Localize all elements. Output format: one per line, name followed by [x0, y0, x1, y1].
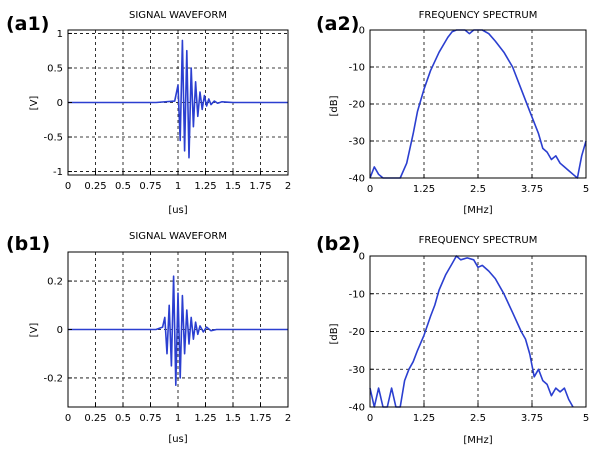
series-line-a1	[68, 39, 288, 159]
y-tick-label: -1	[53, 167, 63, 178]
chart-title-b1: SIGNAL WAVEFORM	[129, 231, 227, 242]
x-axis-label-a2: [MHz]	[463, 205, 492, 216]
x-tick-label: 5	[583, 184, 589, 195]
x-tick-label: 2.5	[470, 184, 486, 195]
x-tick-label: 0.25	[84, 181, 106, 192]
series-line-b1	[68, 275, 288, 387]
x-tick-label: 0	[367, 413, 373, 424]
x-tick-label: 3.75	[521, 184, 543, 195]
chart-title-b2: FREQUENCY SPECTRUM	[419, 235, 538, 246]
y-axis-label-b1: [V]	[29, 323, 40, 338]
x-tick-label: 0	[65, 413, 71, 424]
x-tick-label: 0.5	[115, 413, 131, 424]
x-tick-label: 1.75	[249, 181, 271, 192]
y-tick-label: -0.5	[43, 133, 63, 144]
y-tick-label: -10	[349, 63, 365, 74]
panel-a2: (a2) FREQUENCY SPECTRUM [MHz] [dB] 0 1.25…	[316, 10, 589, 216]
y-tick-label: 0	[359, 252, 365, 263]
x-tick-label: 1.25	[194, 181, 216, 192]
x-tick-label: 0.75	[139, 181, 161, 192]
x-tick-label: 0.5	[115, 181, 131, 192]
y-tick-label: -20	[349, 100, 365, 111]
y-tick-label: -20	[349, 327, 365, 338]
chart-title-a1: SIGNAL WAVEFORM	[129, 10, 227, 21]
x-tick-label: 1.25	[413, 184, 435, 195]
panel-label-b2: (b2)	[316, 233, 360, 255]
x-tick-label: 0.75	[139, 413, 161, 424]
x-tick-label: 1.75	[249, 413, 271, 424]
x-tick-label: 0	[367, 184, 373, 195]
panel-label-b1: (b1)	[6, 233, 50, 255]
x-tick-label: 5	[583, 413, 589, 424]
x-tick-label: 1.25	[413, 413, 435, 424]
panel-b1: (b1) SIGNAL WAVEFORM [us] [V] 0 0.25 0.5 0.…	[6, 231, 291, 445]
x-tick-label: 2	[285, 413, 291, 424]
y-tick-label: -0.2	[43, 373, 63, 384]
x-tick-label: 1	[175, 181, 181, 192]
panel-b2: (b2) FREQUENCY SPECTRUM [MHz] [dB] 0 1.25…	[316, 233, 589, 446]
y-tick-label: 0	[57, 98, 63, 109]
y-tick-label: 0.2	[47, 277, 63, 288]
y-tick-label: 0	[359, 26, 365, 37]
x-tick-label: 2.5	[470, 413, 486, 424]
x-tick-label: 1.25	[194, 413, 216, 424]
y-tick-label: -10	[349, 289, 365, 300]
y-tick-label: -30	[349, 137, 365, 148]
y-axis-label-a2: [dB]	[329, 95, 340, 116]
panel-a1: (a1) SIGNAL WAVEFORM [us] [V] 0 0.25 0.5 0.…	[6, 10, 291, 216]
y-tick-label: 1	[57, 29, 63, 40]
x-tick-label: 2	[285, 181, 291, 192]
x-axis-label-b2: [MHz]	[463, 435, 492, 446]
y-tick-label: 0.5	[47, 63, 63, 74]
x-tick-label: 0	[65, 181, 71, 192]
plot-area-b1: 0 0.25 0.5 0.75 1 1.25 1.5 1.75 2 -0.2 0 0.2	[43, 251, 291, 424]
x-tick-label: 1	[175, 413, 181, 424]
plot-area-b2: 0 1.25 2.5 3.75 5 -40 -30 -20 -10 0	[349, 252, 590, 425]
x-tick-label: 1.5	[225, 413, 241, 424]
y-axis-label-a1: [V]	[29, 96, 40, 111]
plot-area-a1: 0 0.25 0.5 0.75 1 1.25 1.5 1.75 2 -1 -0.5 0 0.5 1	[43, 29, 291, 192]
panel-label-a2: (a2)	[316, 13, 359, 35]
x-tick-label: 3.75	[521, 413, 543, 424]
y-tick-label: -40	[349, 174, 365, 185]
x-axis-label-a1: [us]	[168, 205, 187, 216]
x-tick-label: 0.25	[84, 413, 106, 424]
chart-title-a2: FREQUENCY SPECTRUM	[419, 10, 538, 21]
plot-area-a2: 0 1.25 2.5 3.75 5 -40 -30 -20 -10 0	[349, 26, 590, 196]
y-tick-label: 0	[57, 325, 63, 336]
y-axis-label-b2: [dB]	[329, 323, 340, 344]
x-tick-label: 1.5	[225, 181, 241, 192]
panel-label-a1: (a1)	[6, 13, 49, 35]
x-axis-label-b1: [us]	[168, 434, 187, 445]
y-tick-label: -30	[349, 365, 365, 376]
y-tick-label: -40	[349, 403, 365, 414]
